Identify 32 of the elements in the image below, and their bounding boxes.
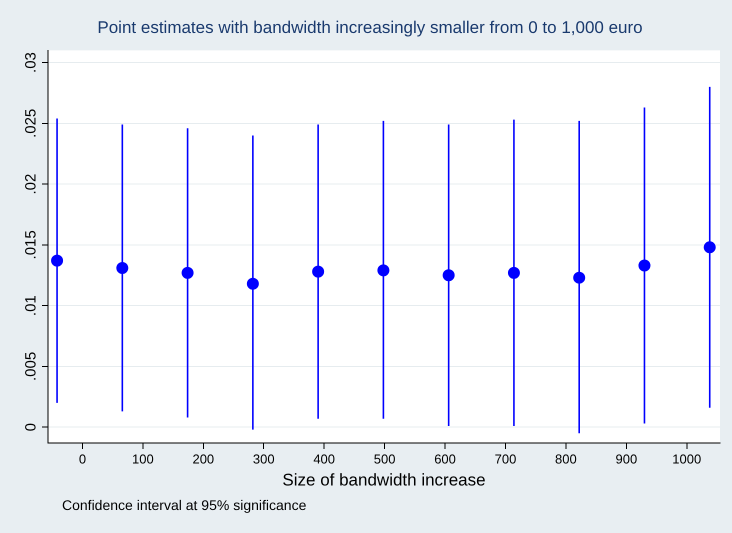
y-tick-label: .01	[22, 295, 40, 316]
y-tick-label: .015	[22, 230, 40, 260]
point	[182, 266, 194, 279]
point	[442, 269, 455, 282]
y-tick-label: .03	[22, 52, 40, 73]
point	[312, 266, 324, 278]
x-tick-label: 300	[252, 451, 275, 466]
x-tick-label: 0	[78, 451, 86, 466]
text: Confidence interval at 95% significance	[62, 497, 306, 513]
x-tick-label: 400	[313, 451, 336, 466]
point	[51, 254, 64, 267]
x-tick-label: 800	[555, 451, 577, 466]
x-tick-label: 500	[374, 451, 396, 466]
x-axis-title: Size of bandwidth increase	[282, 470, 486, 490]
x-tick-label: 1000	[672, 451, 702, 466]
point	[116, 262, 128, 274]
point	[638, 260, 650, 272]
y-tick-label: 0	[22, 423, 40, 432]
point	[246, 278, 259, 290]
point	[377, 264, 390, 276]
x-tick-label: 600	[434, 451, 456, 466]
x-tick-label: 900	[615, 451, 638, 466]
x-tick-label: 700	[494, 451, 516, 466]
chart-title: Point estimates with bandwidth increasingly smaller from 0 to 1,000 euro	[97, 18, 643, 37]
x-tick-label: 100	[132, 451, 154, 466]
point	[704, 241, 716, 254]
x-tick-label: 200	[192, 451, 214, 466]
y-tick-label: .025	[22, 108, 40, 138]
point	[573, 272, 586, 284]
point	[508, 266, 520, 279]
y-tick-label: .02	[22, 174, 40, 195]
y-tick-label: .005	[22, 352, 40, 382]
